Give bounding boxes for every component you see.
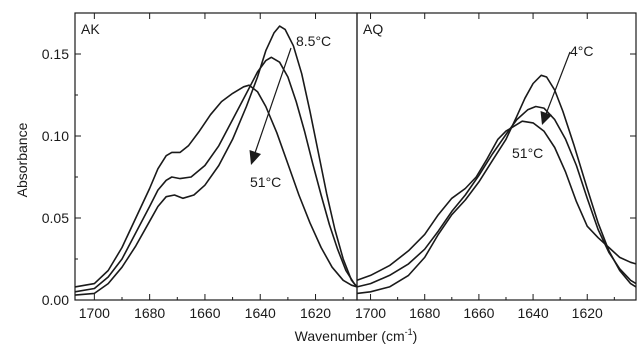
panel-aq-x-tick-label-1620: 1620 — [572, 305, 603, 321]
panel-aq-x-tick-label-1640: 1640 — [517, 305, 548, 321]
y-axis-title: Absorbance — [14, 122, 30, 197]
panel-ak-frame — [74, 12, 358, 301]
panel-aq: AQ 1700 1680 1660 1640 1620 4°C 51°C — [355, 12, 637, 321]
x-axis-title-superscript: -1 — [405, 327, 413, 337]
panel-ak-x-tick-label-1660: 1660 — [189, 305, 220, 321]
panel-aq-arrow-line — [545, 51, 571, 115]
x-axis-title: Wavenumber (cm-1) — [295, 327, 418, 344]
panel-aq-x-tick-label-1700: 1700 — [355, 305, 386, 321]
panel-ak-spectrum-2 — [74, 56, 358, 293]
panel-ak-curves — [74, 25, 358, 296]
panel-ak-spectrum-1 — [74, 25, 358, 296]
panel-ak-annotation-top: 8.5°C — [296, 33, 331, 49]
panel-aq-x-tick-label-1680: 1680 — [409, 305, 440, 321]
panel-aq-ticks: 1700 1680 1660 1640 1620 — [355, 13, 615, 321]
panel-aq-annotation-bottom: 51°C — [512, 145, 543, 161]
panel-ak: AK 1700 1680 1660 1640 16200.000.050.100.15 … — [42, 12, 636, 321]
y-tick-label-0.15: 0.15 — [42, 46, 69, 62]
y-tick-label-0.00: 0.00 — [42, 292, 69, 308]
panel-aq-label: AQ — [363, 21, 383, 37]
panel-aq-spectrum-3 — [356, 120, 637, 282]
x-axis-title-main: Wavenumber (cm — [295, 328, 405, 344]
panel-aq-spectrum-1 — [356, 74, 637, 295]
panel-ak-annotation-bottom: 51°C — [250, 174, 281, 190]
panel-ak-arrow-line — [254, 47, 292, 154]
panel-aq-arrow-head — [540, 111, 552, 125]
panel-aq-spectrum-2 — [356, 105, 637, 288]
panel-ak-arrow-head — [249, 150, 261, 165]
panel-aq-annotation-top: 4°C — [570, 43, 594, 59]
x-axis-title-close: ) — [413, 328, 418, 344]
panel-aq-x-tick-label-1660: 1660 — [463, 305, 494, 321]
panel-aq-frame — [356, 12, 637, 301]
panel-ak-x-tick-label-1680: 1680 — [134, 305, 165, 321]
panel-ak-x-tick-label-1640: 1640 — [245, 305, 276, 321]
y-tick-label-0.10: 0.10 — [42, 128, 69, 144]
panel-ak-label: AK — [81, 21, 100, 37]
panel-ak-spectrum-3 — [74, 84, 358, 288]
panel-ak-x-tick-label-1620: 1620 — [300, 305, 331, 321]
panel-ak-x-tick-label-1700: 1700 — [79, 305, 110, 321]
panel-aq-curves — [356, 74, 637, 295]
panel-ak-ticks: 1700 1680 1660 1640 1620 0.00 0.05 0.10 0.15 — [42, 13, 636, 321]
y-tick-label-0.05: 0.05 — [42, 210, 69, 226]
